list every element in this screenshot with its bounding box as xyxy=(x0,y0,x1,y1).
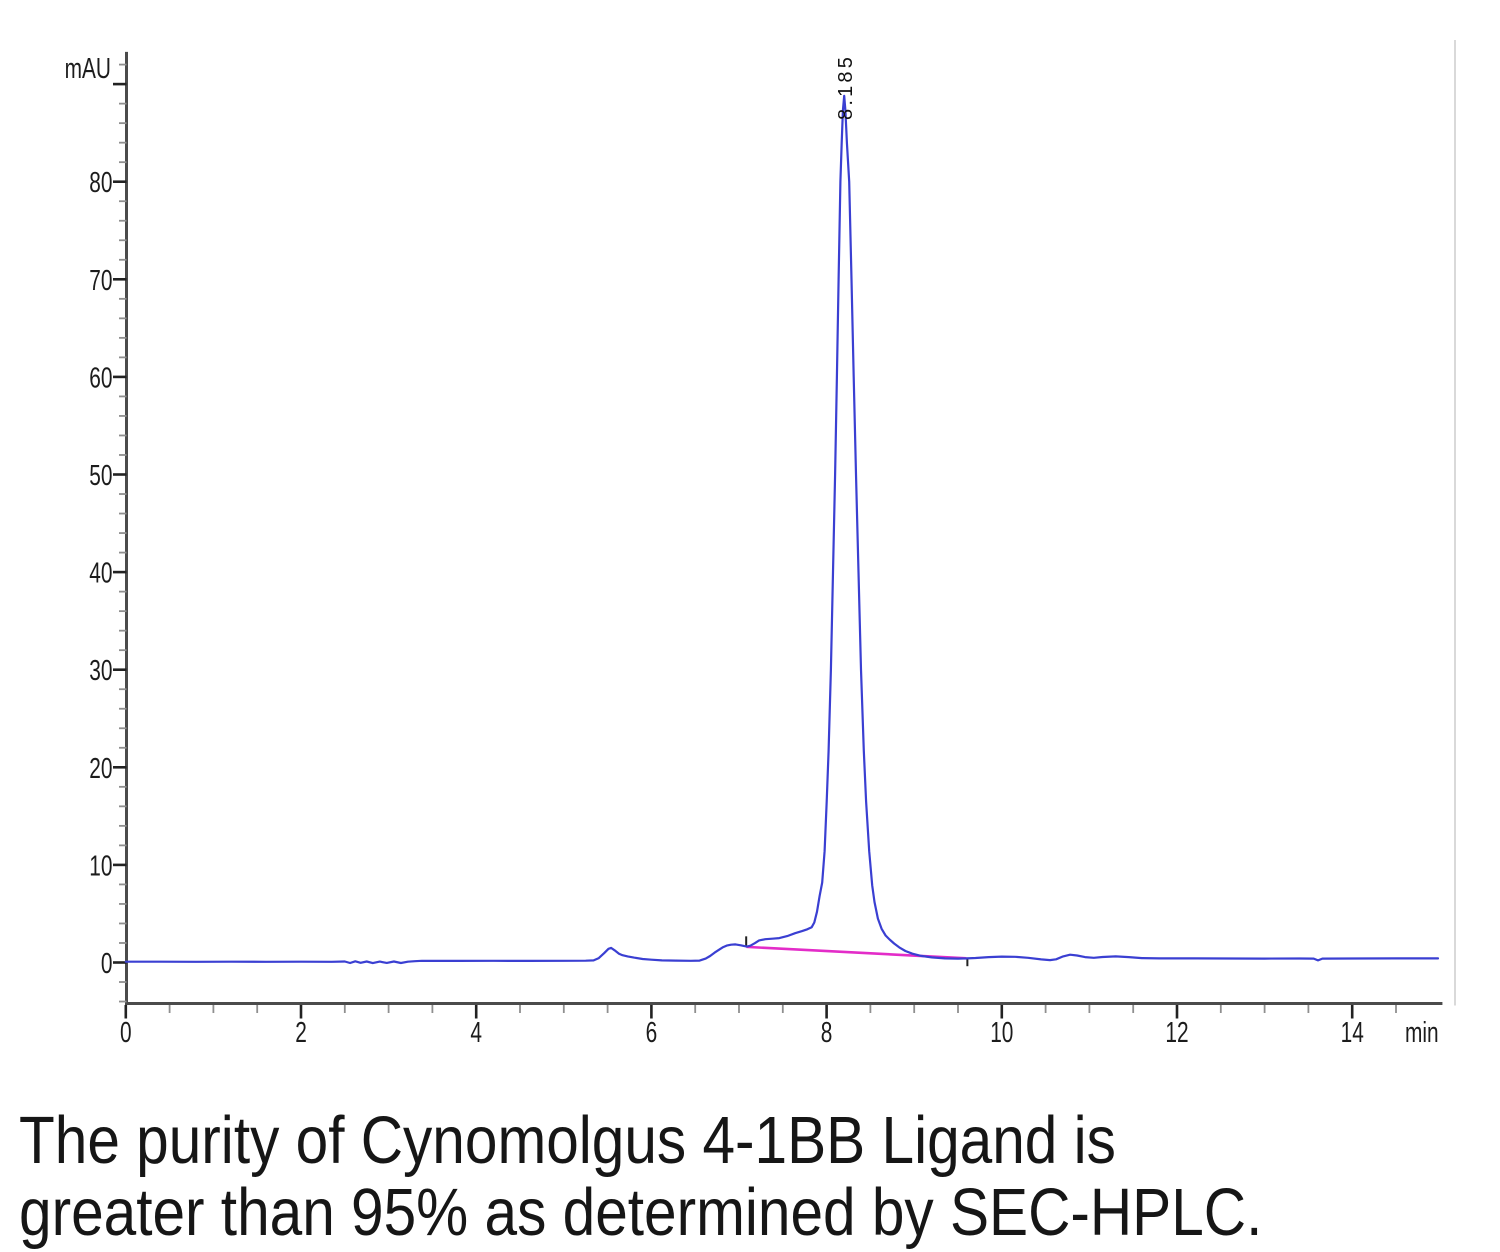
y-tick-label: 80 xyxy=(89,167,112,199)
peak-retention-label: 8.185 xyxy=(835,54,857,120)
x-tick-label: 0 xyxy=(120,1017,132,1049)
y-tick-label: 40 xyxy=(89,557,112,589)
uv-trace xyxy=(124,94,1440,965)
y-tick-label: 10 xyxy=(89,850,112,882)
x-tick-label: 8 xyxy=(821,1017,833,1049)
y-axis-title: mAU xyxy=(65,53,111,85)
chromatogram-plot: 0 10 20 30 40 50 60 70 80 mAU 0 2 4 6 8 10 12 14 min 8.185 xyxy=(65,40,1456,1049)
x-tick-label: 10 xyxy=(990,1017,1013,1049)
caption-line-1: The purity of Cynomolgus 4-1BB Ligand is xyxy=(19,1103,1116,1178)
x-tick-label: 14 xyxy=(1341,1017,1364,1049)
y-tick-label: 30 xyxy=(89,655,112,687)
x-axis-title: min xyxy=(1405,1017,1439,1049)
x-tick-label: 6 xyxy=(646,1017,658,1049)
figure-caption: The purity of Cynomolgus 4-1BB Ligand is… xyxy=(19,1105,1330,1249)
x-tick-label: 4 xyxy=(470,1017,482,1049)
y-tick-label: 70 xyxy=(89,265,112,297)
y-tick-label: 60 xyxy=(89,362,112,394)
y-tick-label: 0 xyxy=(101,948,113,980)
x-tick-label: 12 xyxy=(1165,1017,1188,1049)
caption-line-2: greater than 95% as determined by SEC-HP… xyxy=(19,1175,1263,1250)
x-tick-label: 2 xyxy=(295,1017,307,1049)
y-tick-label: 20 xyxy=(89,753,112,785)
y-tick-label: 50 xyxy=(89,460,112,492)
